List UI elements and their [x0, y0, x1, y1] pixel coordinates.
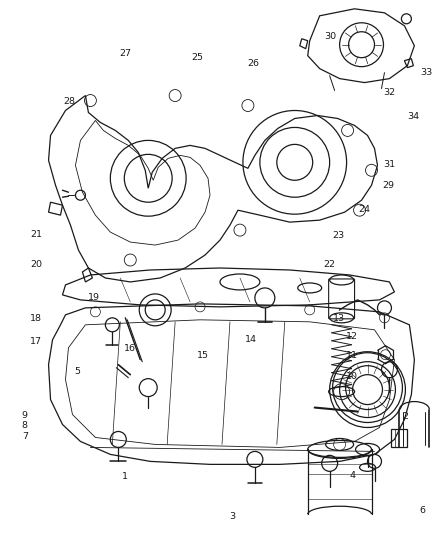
Text: 27: 27: [120, 50, 132, 59]
Text: 17: 17: [30, 337, 42, 346]
Text: 19: 19: [88, 293, 100, 302]
Text: 31: 31: [383, 160, 395, 169]
Text: 33: 33: [420, 68, 432, 77]
Text: 25: 25: [192, 53, 204, 62]
Text: 7: 7: [22, 432, 28, 441]
Text: 22: 22: [324, 261, 336, 269]
Text: 16: 16: [124, 344, 136, 353]
Text: 28: 28: [63, 98, 75, 106]
Text: 15: 15: [197, 351, 209, 360]
Text: 10: 10: [346, 372, 357, 381]
Text: 20: 20: [30, 261, 42, 269]
Text: 21: 21: [30, 230, 42, 239]
Text: 18: 18: [30, 314, 42, 323]
Text: 12: 12: [346, 332, 357, 341]
Text: 29: 29: [383, 181, 395, 190]
Text: 3: 3: [229, 512, 235, 521]
Text: 23: 23: [332, 231, 345, 240]
Text: 11: 11: [346, 351, 357, 360]
Text: 26: 26: [247, 59, 259, 68]
Text: 1: 1: [122, 472, 128, 481]
Text: 4: 4: [350, 471, 356, 480]
Text: 14: 14: [245, 335, 257, 344]
Text: 30: 30: [324, 33, 336, 42]
Text: 32: 32: [383, 88, 395, 96]
Text: 6: 6: [420, 506, 426, 515]
Text: 2: 2: [403, 412, 408, 421]
Text: 13: 13: [332, 314, 345, 323]
Text: 24: 24: [359, 205, 371, 214]
Text: 8: 8: [22, 422, 28, 430]
Text: 34: 34: [407, 112, 419, 121]
Text: 9: 9: [22, 411, 28, 420]
Text: 5: 5: [74, 367, 80, 376]
